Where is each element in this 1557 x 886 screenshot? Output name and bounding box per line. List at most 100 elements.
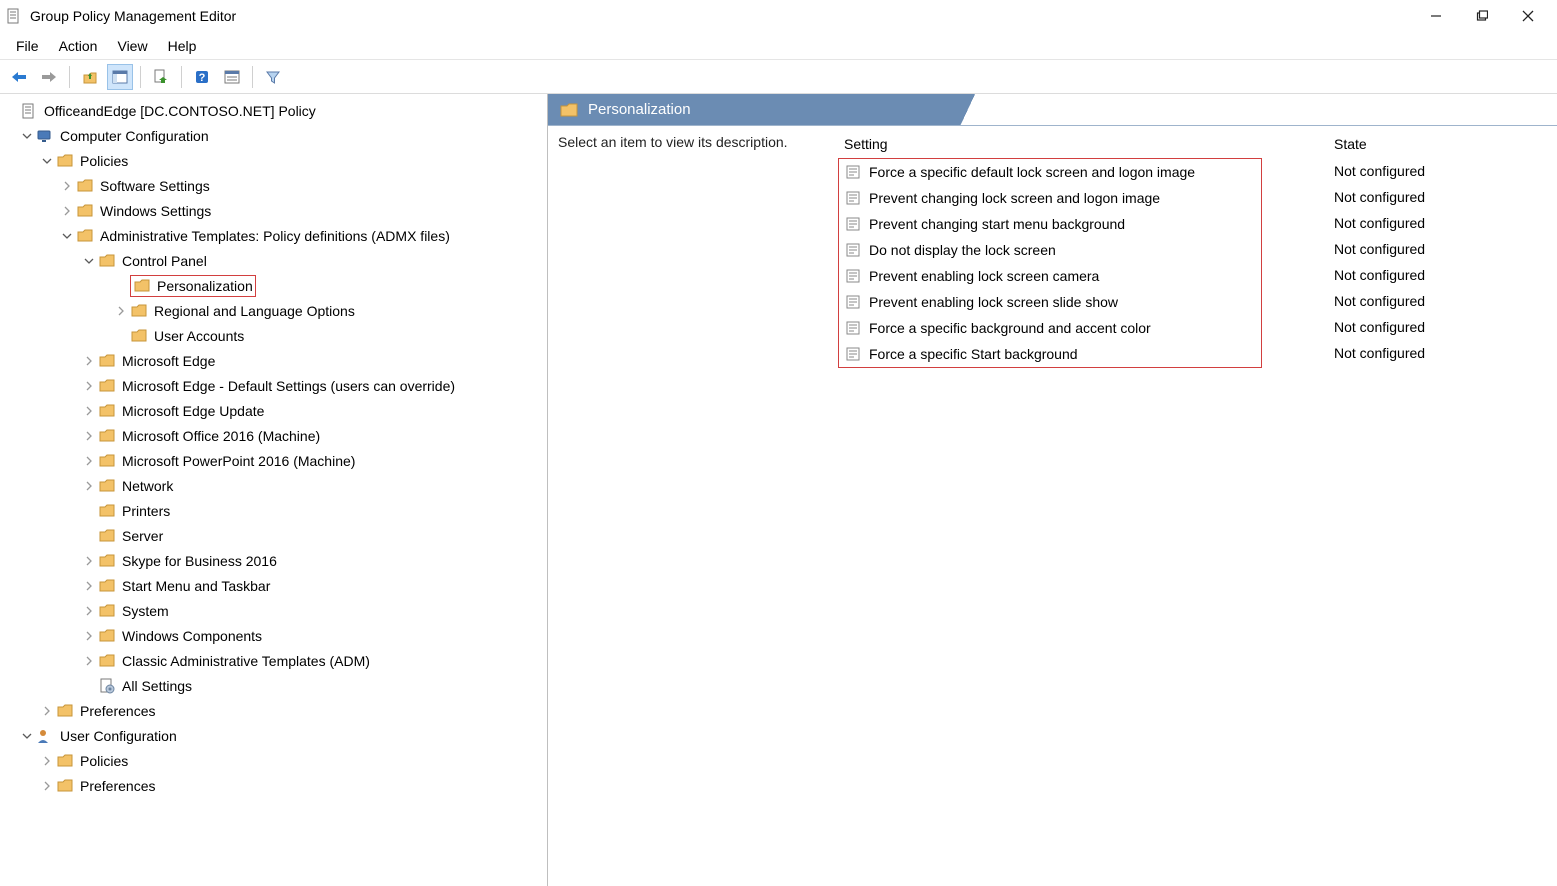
caret-right-icon[interactable] [82,629,96,643]
caret-right-icon[interactable] [40,704,54,718]
setting-row[interactable]: Prevent changing start menu background [839,211,1261,237]
caret-right-icon[interactable] [60,204,74,218]
tree-regional-language[interactable]: Regional and Language Options [0,298,547,323]
tree-server[interactable]: Server [0,523,547,548]
tree-network[interactable]: Network [0,473,547,498]
up-button[interactable] [77,64,103,90]
tree-label: Microsoft Edge [122,353,215,369]
tree-user-policies[interactable]: Policies [0,748,547,773]
caret-down-icon[interactable] [60,229,74,243]
setting-row[interactable]: Prevent changing lock screen and logon i… [839,185,1261,211]
tree-user-config[interactable]: User Configuration [0,723,547,748]
tree-printers[interactable]: Printers [0,498,547,523]
tree-edge-update[interactable]: Microsoft Edge Update [0,398,547,423]
tree-computer-config[interactable]: Computer Configuration [0,123,547,148]
caret-right-icon[interactable] [82,354,96,368]
tree-software-settings[interactable]: Software Settings [0,173,547,198]
col-header-setting[interactable]: Setting [844,136,1334,152]
tree-user-preferences[interactable]: Preferences [0,773,547,798]
minimize-button[interactable] [1413,0,1459,32]
setting-row[interactable]: Prevent enabling lock screen camera [839,263,1261,289]
caret-right-icon[interactable] [40,779,54,793]
show-hide-tree-button[interactable] [107,64,133,90]
state-value: Not configured [1334,314,1425,340]
tree-label: User Accounts [154,328,244,344]
menu-help[interactable]: Help [158,34,207,58]
caret-right-icon[interactable] [114,304,128,318]
state-value: Not configured [1334,210,1425,236]
setting-icon [845,190,861,206]
caret-down-icon[interactable] [40,154,54,168]
back-button[interactable] [6,64,32,90]
maximize-button[interactable] [1459,0,1505,32]
menu-view[interactable]: View [107,34,157,58]
tree-label: Classic Administrative Templates (ADM) [122,653,370,669]
tree-label: Network [122,478,173,494]
settings-column: Setting State Force a specific default l… [838,126,1557,886]
setting-row[interactable]: Force a specific default lock screen and… [839,159,1261,185]
caret-right-icon[interactable] [82,404,96,418]
tree-control-panel[interactable]: Control Panel [0,248,547,273]
tree-preferences[interactable]: Preferences [0,698,547,723]
filter-button[interactable] [260,64,286,90]
tree-edge-default[interactable]: Microsoft Edge - Default Settings (users… [0,373,547,398]
setting-row[interactable]: Force a specific Start background [839,341,1261,367]
close-button[interactable] [1505,0,1551,32]
folder-icon [133,278,151,294]
state-list: Not configuredNot configuredNot configur… [1334,158,1425,368]
tree-personalization[interactable]: Personalization [0,273,547,298]
caret-right-icon[interactable] [82,454,96,468]
tree-windows-settings[interactable]: Windows Settings [0,198,547,223]
setting-row[interactable]: Force a specific background and accent c… [839,315,1261,341]
caret-right-icon[interactable] [60,179,74,193]
tree-label: Preferences [80,778,155,794]
caret-right-icon[interactable] [82,554,96,568]
setting-row[interactable]: Do not display the lock screen [839,237,1261,263]
setting-icon [845,320,861,336]
state-value: Not configured [1334,340,1425,366]
caret-right-icon[interactable] [82,579,96,593]
caret-down-icon[interactable] [20,129,34,143]
tree-ppt-2016[interactable]: Microsoft PowerPoint 2016 (Machine) [0,448,547,473]
setting-icon [845,164,861,180]
caret-right-icon[interactable] [82,604,96,618]
tree-system[interactable]: System [0,598,547,623]
menu-action[interactable]: Action [49,34,108,58]
tree-root[interactable]: OfficeandEdge [DC.CONTOSO.NET] Policy [0,98,547,123]
caret-right-icon[interactable] [82,654,96,668]
tree-policies[interactable]: Policies [0,148,547,173]
tree-admin-templates[interactable]: Administrative Templates: Policy definit… [0,223,547,248]
tree-office-2016[interactable]: Microsoft Office 2016 (Machine) [0,423,547,448]
tree-label: Start Menu and Taskbar [122,578,270,594]
tree-pane[interactable]: OfficeandEdge [DC.CONTOSO.NET] Policy Co… [0,94,548,886]
forward-button[interactable] [36,64,62,90]
app-icon [6,8,22,24]
caret-right-icon[interactable] [40,754,54,768]
folder-icon [98,653,116,669]
tree-edge[interactable]: Microsoft Edge [0,348,547,373]
tree-skype[interactable]: Skype for Business 2016 [0,548,547,573]
tree-all-settings[interactable]: All Settings [0,673,547,698]
properties-button[interactable] [219,64,245,90]
policy-icon [20,103,38,119]
tree-user-accounts[interactable]: User Accounts [0,323,547,348]
folder-icon [130,303,148,319]
tree-windows-components[interactable]: Windows Components [0,623,547,648]
computer-icon [36,128,54,144]
export-list-button[interactable] [148,64,174,90]
menu-file[interactable]: File [6,34,49,58]
col-header-state[interactable]: State [1334,136,1454,152]
caret-right-icon[interactable] [82,379,96,393]
caret-right-icon[interactable] [82,479,96,493]
state-value: Not configured [1334,158,1425,184]
caret-down-icon[interactable] [20,729,34,743]
caret-right-icon[interactable] [82,429,96,443]
folder-icon [56,703,74,719]
help-button[interactable]: ? [189,64,215,90]
caret-down-icon[interactable] [82,254,96,268]
tree-start-menu[interactable]: Start Menu and Taskbar [0,573,547,598]
tree-classic-adm[interactable]: Classic Administrative Templates (ADM) [0,648,547,673]
setting-row[interactable]: Prevent enabling lock screen slide show [839,289,1261,315]
tree-label: Microsoft PowerPoint 2016 (Machine) [122,453,355,469]
setting-label: Force a specific default lock screen and… [869,164,1195,180]
